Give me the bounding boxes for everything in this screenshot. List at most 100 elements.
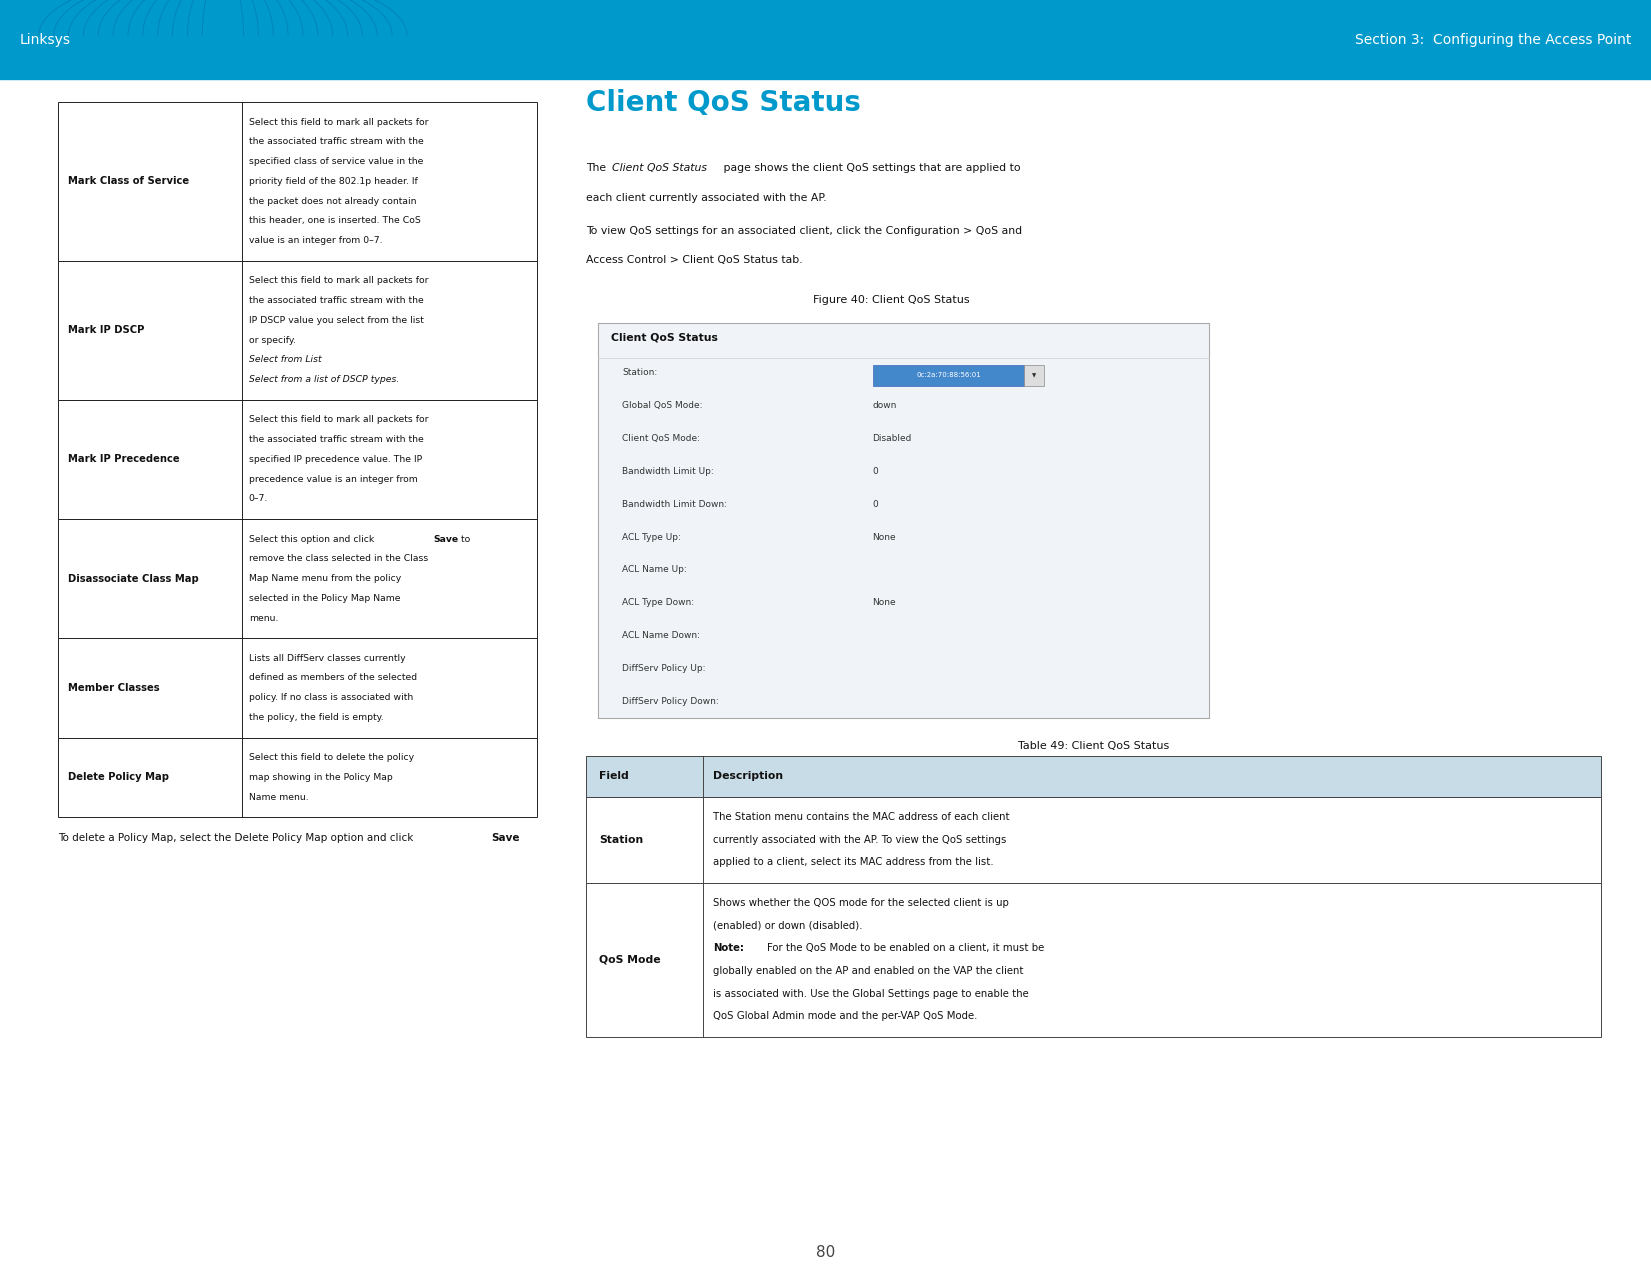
Text: remove the class selected in the Class: remove the class selected in the Class (249, 555, 428, 564)
Text: Save: Save (433, 534, 459, 543)
Text: Station: Station (599, 835, 644, 844)
Text: Client QoS Mode:: Client QoS Mode: (622, 434, 700, 444)
Text: Linksys: Linksys (20, 33, 71, 46)
Text: 0c:2a:70:88:56:01: 0c:2a:70:88:56:01 (916, 372, 981, 379)
Text: the associated traffic stream with the: the associated traffic stream with the (249, 296, 423, 305)
Bar (58, 737, 537, 817)
Text: the policy, the field is empty.: the policy, the field is empty. (249, 713, 383, 722)
Text: or specify.: or specify. (249, 335, 296, 344)
Text: Select this field to mark all packets for: Select this field to mark all packets fo… (249, 117, 428, 126)
Bar (58, 638, 537, 737)
Text: 0: 0 (872, 500, 878, 509)
Text: ▼: ▼ (1032, 374, 1037, 377)
Text: Field: Field (599, 771, 629, 782)
Text: the packet does not already contain: the packet does not already contain (249, 196, 416, 205)
Text: the associated traffic stream with the: the associated traffic stream with the (249, 435, 423, 444)
Bar (586, 882, 1601, 1037)
Text: To view QoS settings for an associated client, click the Configuration > QoS and: To view QoS settings for an associated c… (586, 226, 1022, 236)
Text: Map Name menu from the policy: Map Name menu from the policy (249, 574, 401, 583)
Text: Select this field to mark all packets for: Select this field to mark all packets fo… (249, 416, 428, 425)
Text: Disassociate Class Map: Disassociate Class Map (68, 574, 198, 584)
Bar (58, 399, 537, 519)
Text: Client QoS Status: Client QoS Status (611, 333, 718, 343)
Text: Select this option and click: Select this option and click (249, 534, 376, 543)
Text: specified class of service value in the: specified class of service value in the (249, 157, 423, 166)
Text: Bandwidth Limit Up:: Bandwidth Limit Up: (622, 467, 715, 476)
Bar (598, 323, 1209, 718)
Text: Select from a list of DSCP types.: Select from a list of DSCP types. (249, 375, 400, 384)
Bar (58, 519, 537, 638)
Bar (872, 365, 1024, 386)
Text: down: down (872, 402, 896, 411)
Text: Select from List: Select from List (249, 356, 322, 365)
Text: the associated traffic stream with the: the associated traffic stream with the (249, 138, 423, 147)
Text: Select this field to mark all packets for: Select this field to mark all packets fo… (249, 277, 428, 286)
Text: Description: Description (713, 771, 783, 782)
Text: ACL Type Down:: ACL Type Down: (622, 598, 695, 607)
Text: selected in the Policy Map Name: selected in the Policy Map Name (249, 594, 400, 603)
Text: Client QoS Status: Client QoS Status (611, 163, 707, 173)
Text: Section 3:  Configuring the Access Point: Section 3: Configuring the Access Point (1355, 33, 1631, 46)
Text: .: . (515, 833, 520, 843)
Bar (586, 797, 1601, 882)
Text: Global QoS Mode:: Global QoS Mode: (622, 402, 703, 411)
Text: 0: 0 (872, 467, 878, 476)
Text: Mark IP Precedence: Mark IP Precedence (68, 454, 180, 464)
Text: map showing in the Policy Map: map showing in the Policy Map (249, 773, 393, 782)
Text: this header, one is inserted. The CoS: this header, one is inserted. The CoS (249, 217, 421, 226)
Text: DiffServ Policy Up:: DiffServ Policy Up: (622, 664, 707, 673)
Text: each client currently associated with the AP.: each client currently associated with th… (586, 193, 827, 203)
Text: DiffServ Policy Down:: DiffServ Policy Down: (622, 696, 720, 705)
Text: Station:: Station: (622, 368, 657, 377)
Text: 80: 80 (816, 1244, 835, 1260)
Text: For the QoS Mode to be enabled on a client, it must be: For the QoS Mode to be enabled on a clie… (768, 944, 1045, 954)
Text: Access Control > Client QoS Status tab.: Access Control > Client QoS Status tab. (586, 255, 802, 265)
Text: specified IP precedence value. The IP: specified IP precedence value. The IP (249, 455, 423, 464)
Text: ACL Name Up:: ACL Name Up: (622, 565, 687, 574)
Text: Lists all DiffServ classes currently: Lists all DiffServ classes currently (249, 654, 406, 663)
Bar (1024, 365, 1043, 386)
Bar (0, 0, 1651, 79)
Text: Bandwidth Limit Down:: Bandwidth Limit Down: (622, 500, 728, 509)
Text: ACL Type Up:: ACL Type Up: (622, 533, 682, 542)
Text: is associated with. Use the Global Settings page to enable the: is associated with. Use the Global Setti… (713, 988, 1029, 998)
Bar (58, 260, 537, 399)
Text: QoS Mode: QoS Mode (599, 955, 660, 965)
Text: The Station menu contains the MAC address of each client: The Station menu contains the MAC addres… (713, 812, 1009, 822)
Text: Client QoS Status: Client QoS Status (586, 89, 860, 117)
Text: QoS Global Admin mode and the per-VAP QoS Mode.: QoS Global Admin mode and the per-VAP Qo… (713, 1011, 977, 1021)
Text: (enabled) or down (disabled).: (enabled) or down (disabled). (713, 921, 862, 931)
Text: to: to (459, 534, 471, 543)
Text: value is an integer from 0–7.: value is an integer from 0–7. (249, 236, 383, 245)
Text: defined as members of the selected: defined as members of the selected (249, 673, 416, 682)
Text: Delete Policy Map: Delete Policy Map (68, 773, 168, 783)
Text: applied to a client, select its MAC address from the list.: applied to a client, select its MAC addr… (713, 857, 994, 867)
Text: Name menu.: Name menu. (249, 793, 309, 802)
Text: Disabled: Disabled (872, 434, 911, 444)
Text: To delete a Policy Map, select the Delete Policy Map option and click: To delete a Policy Map, select the Delet… (58, 833, 416, 843)
Text: Note:: Note: (713, 944, 745, 954)
Text: priority field of the 802.1p header. If: priority field of the 802.1p header. If (249, 177, 418, 186)
Text: Member Classes: Member Classes (68, 683, 158, 692)
Text: globally enabled on the AP and enabled on the VAP the client: globally enabled on the AP and enabled o… (713, 966, 1024, 975)
Bar (586, 756, 1601, 797)
Text: precedence value is an integer from: precedence value is an integer from (249, 474, 418, 483)
Text: None: None (872, 598, 896, 607)
Text: Mark Class of Service: Mark Class of Service (68, 176, 188, 186)
Text: currently associated with the AP. To view the QoS settings: currently associated with the AP. To vie… (713, 835, 1005, 844)
Text: Save: Save (492, 833, 520, 843)
Text: None: None (872, 533, 896, 542)
Text: Select this field to delete the policy: Select this field to delete the policy (249, 754, 414, 762)
Text: Table 49: Client QoS Status: Table 49: Client QoS Status (1019, 741, 1169, 751)
Text: 0–7.: 0–7. (249, 495, 267, 504)
Text: ACL Name Down:: ACL Name Down: (622, 631, 700, 640)
Text: The: The (586, 163, 609, 173)
Text: policy. If no class is associated with: policy. If no class is associated with (249, 694, 413, 703)
Text: Shows whether the QOS mode for the selected client is up: Shows whether the QOS mode for the selec… (713, 898, 1009, 908)
Text: Mark IP DSCP: Mark IP DSCP (68, 325, 144, 335)
Text: IP DSCP value you select from the list: IP DSCP value you select from the list (249, 316, 424, 325)
Text: Figure 40: Client QoS Status: Figure 40: Client QoS Status (814, 295, 969, 305)
Bar (58, 102, 537, 260)
Text: page shows the client QoS settings that are applied to: page shows the client QoS settings that … (720, 163, 1020, 173)
Text: menu.: menu. (249, 613, 277, 622)
